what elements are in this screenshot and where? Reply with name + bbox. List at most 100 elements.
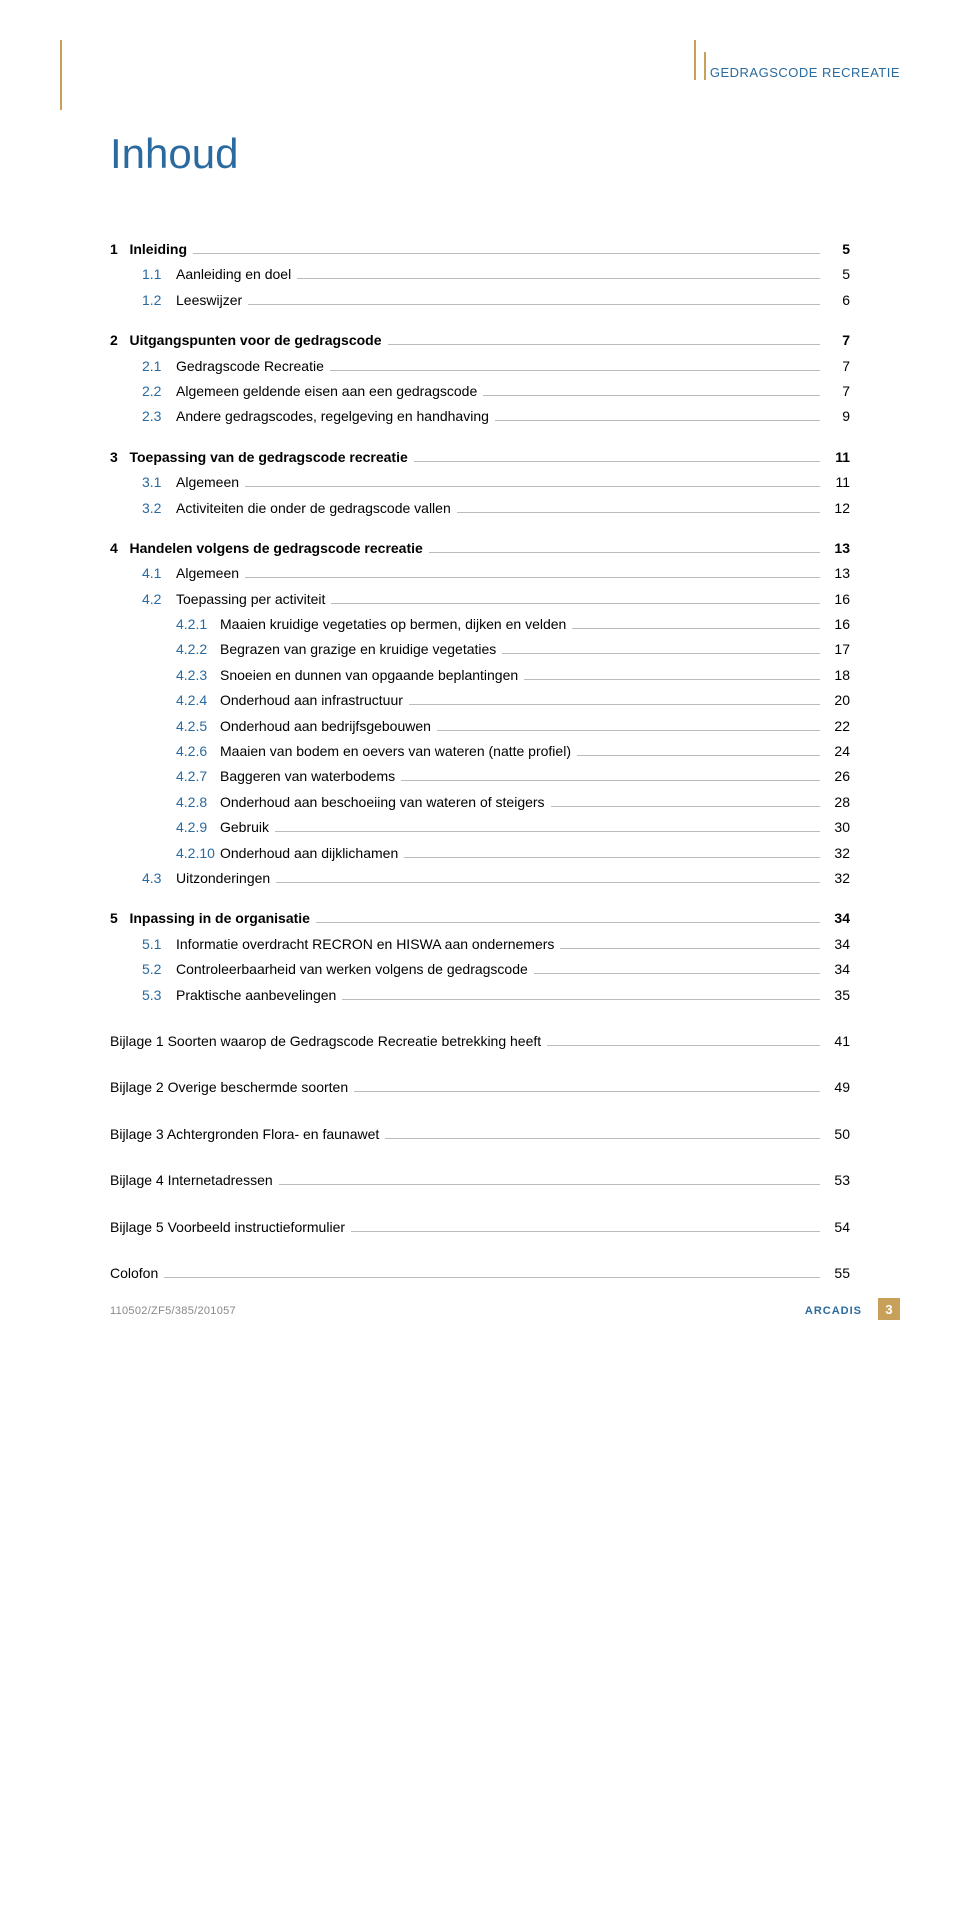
toc-entry[interactable]: 3.2Activiteiten die onder de gedragscode… — [110, 497, 850, 519]
toc-leader — [495, 420, 820, 421]
toc-entry[interactable]: 2.2Algemeen geldende eisen aan een gedra… — [110, 380, 850, 402]
toc-page: 6 — [826, 289, 850, 311]
toc-text: Inpassing in de organisatie — [129, 910, 309, 926]
toc-entry[interactable]: 4.2.8Onderhoud aan beschoeiing van water… — [110, 791, 850, 813]
toc-entry[interactable]: 4.2.9Gebruik30 — [110, 816, 850, 838]
toc-page: 55 — [826, 1262, 850, 1284]
toc-entry[interactable]: 2 Uitgangspunten voor de gedragscode7 — [110, 329, 850, 351]
toc-entry[interactable]: 3.1Algemeen11 — [110, 471, 850, 493]
toc-text: Uitgangspunten voor de gedragscode — [129, 332, 381, 348]
toc-page: 54 — [826, 1216, 850, 1238]
toc-text: Handelen volgens de gedragscode recreati… — [129, 540, 422, 556]
table-of-contents: 1 Inleiding5 1.1Aanleiding en doel5 1.2Lee… — [110, 238, 850, 1284]
toc-num: 1 — [110, 241, 118, 257]
toc-num: 4.2.2 — [176, 638, 220, 660]
running-title: GEDRAGSCODE RECREATIE — [710, 65, 900, 80]
toc-entry[interactable]: 1.1Aanleiding en doel5 — [110, 263, 850, 285]
toc-entry[interactable]: 3 Toepassing van de gedragscode recreati… — [110, 446, 850, 468]
toc-text: Onderhoud aan bedrijfsgebouwen — [220, 715, 431, 737]
toc-text: Bijlage 5 Voorbeeld instructieformulier — [110, 1216, 345, 1238]
toc-num: 3.2 — [142, 497, 176, 519]
toc-entry[interactable]: 4.2.4Onderhoud aan infrastructuur20 — [110, 689, 850, 711]
toc-label: 2 Uitgangspunten voor de gedragscode — [110, 329, 382, 351]
toc-leader — [409, 704, 820, 705]
toc-page: 22 — [826, 715, 850, 737]
toc-text: Uitzonderingen — [176, 867, 270, 889]
toc-entry[interactable]: 5.3Praktische aanbevelingen35 — [110, 984, 850, 1006]
toc-page: 34 — [826, 907, 850, 929]
toc-leader — [245, 577, 820, 578]
toc-text: Bijlage 4 Internetadressen — [110, 1169, 273, 1191]
toc-text: Maaien van bodem en oevers van wateren (… — [220, 740, 571, 762]
toc-appendix-entry[interactable]: Bijlage 4 Internetadressen 53 — [110, 1169, 850, 1191]
toc-page: 26 — [826, 765, 850, 787]
toc-leader — [279, 1184, 820, 1185]
toc-appendix-entry[interactable]: Bijlage 3 Achtergronden Flora- en faunaw… — [110, 1123, 850, 1145]
toc-leader — [551, 806, 820, 807]
toc-entry[interactable]: 4.2.5Onderhoud aan bedrijfsgebouwen 22 — [110, 715, 850, 737]
toc-page: 53 — [826, 1169, 850, 1191]
toc-page: 11 — [826, 471, 850, 493]
toc-page: 12 — [826, 497, 850, 519]
toc-appendix-entry[interactable]: Bijlage 5 Voorbeeld instructieformulier 5… — [110, 1216, 850, 1238]
toc-num: 4.2.6 — [176, 740, 220, 762]
toc-num: 2.1 — [142, 355, 176, 377]
accent-bars-right — [694, 65, 706, 80]
toc-text: Informatie overdracht RECRON en HISWA aa… — [176, 933, 554, 955]
toc-leader — [437, 730, 820, 731]
toc-leader — [524, 679, 820, 680]
toc-text: Algemeen geldende eisen aan een gedragsc… — [176, 380, 477, 402]
toc-entry[interactable]: 4 Handelen volgens de gedragscode recrea… — [110, 537, 850, 559]
toc-leader — [547, 1045, 820, 1046]
toc-appendix-entry[interactable]: Bijlage 2 Overige beschermde soorten49 — [110, 1076, 850, 1098]
page-title: Inhoud — [110, 130, 850, 178]
toc-entry[interactable]: 4.2.7Baggeren van waterbodems26 — [110, 765, 850, 787]
toc-page: 13 — [826, 537, 850, 559]
toc-text: Aanleiding en doel — [176, 263, 291, 285]
toc-page: 13 — [826, 562, 850, 584]
toc-text: Onderhoud aan dijklichamen — [220, 842, 398, 864]
toc-entry[interactable]: 5.2Controleerbaarheid van werken volgens… — [110, 958, 850, 980]
toc-entry[interactable]: 4.1Algemeen13 — [110, 562, 850, 584]
toc-leader — [276, 882, 820, 883]
toc-num: 4.2.5 — [176, 715, 220, 737]
toc-entry[interactable]: 4.3Uitzonderingen32 — [110, 867, 850, 889]
toc-text: Praktische aanbevelingen — [176, 984, 336, 1006]
toc-entry[interactable]: 5 Inpassing in de organisatie34 — [110, 907, 850, 929]
toc-entry[interactable]: 4.2.3Snoeien en dunnen van opgaande bepl… — [110, 664, 850, 686]
toc-num: 4.2.7 — [176, 765, 220, 787]
toc-leader — [404, 857, 820, 858]
toc-text: Gedragscode Recreatie — [176, 355, 324, 377]
toc-num: 4.2.8 — [176, 791, 220, 813]
toc-leader — [388, 344, 821, 345]
toc-text: Maaien kruidige vegetaties op bermen, di… — [220, 613, 566, 635]
toc-appendix-entry[interactable]: Colofon55 — [110, 1262, 850, 1284]
toc-num: 4.3 — [142, 867, 176, 889]
toc-page: 9 — [826, 405, 850, 427]
toc-leader — [316, 922, 820, 923]
toc-entry[interactable]: 2.3Andere gedragscodes, regelgeving en h… — [110, 405, 850, 427]
toc-entry[interactable]: 4.2.2Begrazen van grazige en kruidige ve… — [110, 638, 850, 660]
toc-leader — [534, 973, 820, 974]
toc-leader — [502, 653, 820, 654]
toc-entry[interactable]: 4.2.10Onderhoud aan dijklichamen32 — [110, 842, 850, 864]
toc-leader — [193, 253, 820, 254]
toc-text: Bijlage 2 Overige beschermde soorten — [110, 1076, 348, 1098]
toc-num: 4.2.9 — [176, 816, 220, 838]
toc-entry[interactable]: 5.1Informatie overdracht RECRON en HISWA… — [110, 933, 850, 955]
toc-appendix-entry[interactable]: Bijlage 1 Soorten waarop de Gedragscode … — [110, 1030, 850, 1052]
toc-entry[interactable]: 1 Inleiding5 — [110, 238, 850, 260]
toc-leader — [330, 370, 820, 371]
toc-entry[interactable]: 2.1Gedragscode Recreatie7 — [110, 355, 850, 377]
toc-leader — [354, 1091, 820, 1092]
toc-label: 1 Inleiding — [110, 238, 187, 260]
toc-entry[interactable]: 4.2Toepassing per activiteit16 — [110, 588, 850, 610]
toc-page: 16 — [826, 588, 850, 610]
toc-entry[interactable]: 4.2.1Maaien kruidige vegetaties op berme… — [110, 613, 850, 635]
toc-entry[interactable]: 4.2.6Maaien van bodem en oevers van wate… — [110, 740, 850, 762]
toc-entry[interactable]: 1.2Leeswijzer6 — [110, 289, 850, 311]
toc-text: Onderhoud aan beschoeiing van wateren of… — [220, 791, 545, 813]
toc-num: 4.2.10 — [176, 842, 220, 864]
toc-text: Controleerbaarheid van werken volgens de… — [176, 958, 528, 980]
footer-reference: 110502/ZF5/385/201057 — [110, 1305, 236, 1317]
